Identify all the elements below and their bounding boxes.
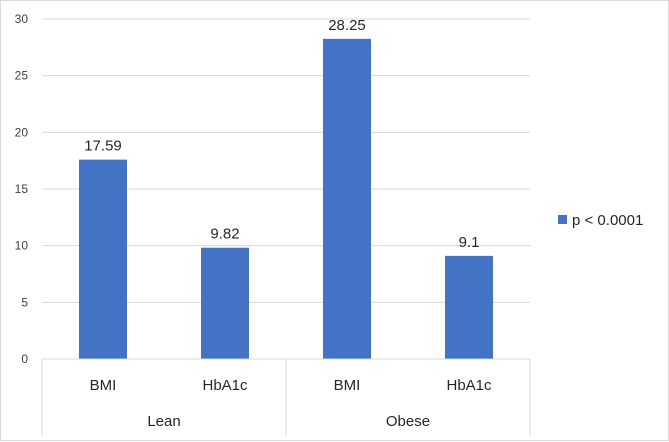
legend-label: p < 0.0001 — [572, 212, 643, 229]
x-category-label: HbA1c — [446, 377, 492, 394]
x-group-label: Lean — [147, 413, 180, 430]
y-axis-ticks: 0 5 10 15 20 25 30 — [15, 12, 29, 366]
data-labels: 17.59 9.82 28.25 9.1 — [84, 17, 479, 251]
x-category-label: BMI — [90, 377, 117, 394]
y-tick-label: 10 — [15, 239, 29, 253]
legend: p < 0.0001 — [558, 212, 643, 229]
bar — [445, 255, 493, 359]
bar — [323, 38, 371, 359]
data-label: 9.1 — [459, 234, 480, 251]
y-tick-label: 30 — [15, 12, 29, 26]
bar — [201, 247, 249, 359]
x-group-label: Obese — [386, 413, 430, 430]
y-tick-label: 25 — [15, 69, 29, 83]
x-category-label: HbA1c — [202, 377, 248, 394]
bar — [79, 159, 127, 359]
y-tick-label: 5 — [21, 295, 28, 309]
data-label: 28.25 — [328, 17, 366, 34]
bars — [79, 38, 493, 359]
y-tick-label: 0 — [21, 352, 28, 366]
x-axis: BMI HbA1c BMI HbA1c Lean Obese — [41, 358, 531, 435]
y-tick-label: 20 — [15, 125, 29, 139]
legend-swatch — [558, 215, 567, 224]
data-label: 9.82 — [210, 226, 239, 243]
data-label: 17.59 — [84, 138, 122, 155]
y-tick-label: 15 — [15, 182, 29, 196]
x-category-label: BMI — [334, 377, 361, 394]
